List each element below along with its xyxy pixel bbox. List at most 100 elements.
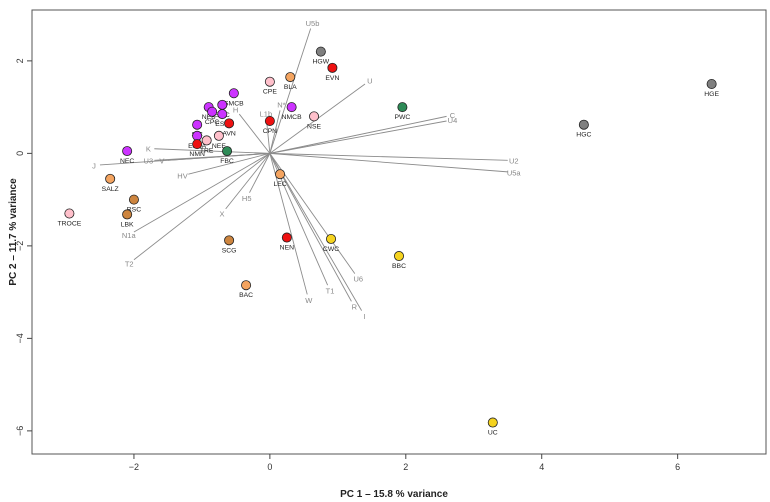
sample-label: FBC — [220, 158, 234, 165]
sample-point[interactable] — [192, 119, 203, 130]
sample-label: TRE — [200, 147, 214, 154]
loading-label: V — [159, 157, 164, 166]
sample-point[interactable] — [327, 62, 338, 73]
sample-label: NEE — [212, 143, 226, 150]
y-tick-label: 2 — [15, 58, 25, 63]
loading-arrow — [154, 148, 270, 154]
axis-ticks: −2 0 2 4 6 2 0 −2 −4 −6 — [15, 58, 680, 472]
y-tick-label: −6 — [15, 426, 25, 436]
sample-point[interactable] — [275, 169, 286, 180]
axes — [31, 9, 767, 455]
sample-label: CWC — [323, 246, 339, 253]
loading-label: U6 — [353, 275, 363, 284]
loading-arrow — [238, 113, 271, 154]
sample-point[interactable] — [122, 209, 133, 220]
sample-point[interactable] — [487, 417, 498, 428]
loading-vectors: U5b U CU4 U2 U5a U6 RI T1 W H5 X HV N1a T2 J K U3 V H L1b N* — [92, 19, 521, 321]
sample-point[interactable] — [285, 72, 296, 83]
sample-label: RSC — [127, 207, 141, 214]
sample-label: NEB — [202, 114, 216, 121]
sample-label: CPN — [263, 128, 277, 135]
loading-arrow — [167, 152, 270, 161]
loading-label: C — [450, 111, 456, 120]
loading-label: I — [364, 312, 366, 321]
sample-point[interactable] — [264, 116, 275, 127]
sample-point[interactable] — [224, 118, 235, 129]
x-tick-label: −2 — [129, 462, 139, 472]
sample-point[interactable] — [192, 139, 203, 150]
sample-point[interactable] — [217, 109, 228, 120]
sample-label: CPE — [263, 89, 277, 96]
loading-label: U — [367, 76, 372, 85]
sample-point[interactable] — [228, 88, 239, 99]
loading-arrow — [269, 110, 281, 154]
loading-arrow — [133, 152, 271, 233]
sample-label: TROCE — [57, 221, 81, 228]
x-axis-label: PC 1 – 15.8 % variance — [340, 489, 448, 500]
loading-label: N1a — [122, 231, 137, 240]
plot-frame — [31, 9, 767, 455]
loading-label: U3 — [144, 157, 154, 166]
y-tick-label: −2 — [15, 241, 25, 251]
sample-label: NMCB — [282, 114, 302, 121]
loading-label: W — [305, 296, 313, 305]
loading-arrow — [269, 152, 508, 173]
sample-point[interactable] — [264, 76, 275, 87]
sample-point[interactable] — [64, 208, 75, 219]
sample-point[interactable] — [241, 280, 252, 291]
sample-point[interactable] — [192, 130, 203, 141]
loading-label: HV — [177, 172, 187, 181]
loading-arrow — [269, 153, 363, 311]
sample-label: HGW — [313, 59, 330, 66]
sample-point[interactable] — [393, 251, 404, 262]
loading-label: X — [219, 210, 224, 219]
sample-label: LEC — [273, 181, 286, 188]
sample-point[interactable] — [105, 173, 116, 184]
sample-point[interactable] — [217, 99, 228, 110]
sample-point[interactable] — [309, 111, 320, 122]
loading-label: J — [92, 161, 96, 170]
sample-point[interactable] — [213, 130, 224, 141]
sample-label: BBC — [392, 263, 406, 270]
sample-label: BLA — [284, 84, 297, 91]
sample-label: HGE — [704, 91, 719, 98]
x-tick-label: 2 — [403, 462, 408, 472]
sample-point[interactable] — [128, 194, 139, 205]
loading-label: U5a — [507, 168, 522, 177]
sample-label: ESC — [215, 121, 229, 128]
sample-label: NEN — [280, 245, 294, 252]
loading-label: K — [146, 145, 151, 154]
sample-point[interactable] — [286, 102, 297, 113]
sample-label: NSE — [307, 123, 321, 130]
sample-label: EVN — [325, 75, 339, 82]
sample-point[interactable] — [397, 102, 408, 113]
loading-label: T1 — [326, 287, 335, 296]
loading-arrow — [269, 153, 352, 302]
loading-label: U2 — [509, 156, 519, 165]
loading-label: H — [233, 105, 238, 114]
loading-label: U5b — [306, 19, 320, 28]
sample-label: AVN — [222, 130, 236, 137]
sample-point[interactable] — [122, 146, 133, 157]
sample-point[interactable] — [222, 146, 233, 157]
loading-arrow — [269, 28, 312, 154]
loading-arrow — [225, 153, 271, 210]
sample-point[interactable] — [224, 235, 235, 246]
sample-point[interactable] — [315, 46, 326, 57]
sample-point[interactable] — [201, 135, 212, 146]
sample-point[interactable] — [706, 79, 717, 90]
loading-label: N* — [277, 101, 285, 110]
x-tick-label: 4 — [539, 462, 544, 472]
sample-label: LBK — [121, 221, 134, 228]
sample-point[interactable] — [207, 106, 218, 117]
loading-arrow — [266, 119, 271, 154]
y-tick-label: −4 — [15, 333, 25, 343]
sample-label: NMN — [189, 151, 205, 158]
loading-label: U4 — [448, 116, 458, 125]
sample-point[interactable] — [326, 233, 337, 244]
sample-label: UC — [488, 430, 498, 437]
sample-point[interactable] — [281, 232, 292, 243]
y-tick-label: 0 — [15, 151, 25, 156]
sample-point[interactable] — [578, 119, 589, 130]
